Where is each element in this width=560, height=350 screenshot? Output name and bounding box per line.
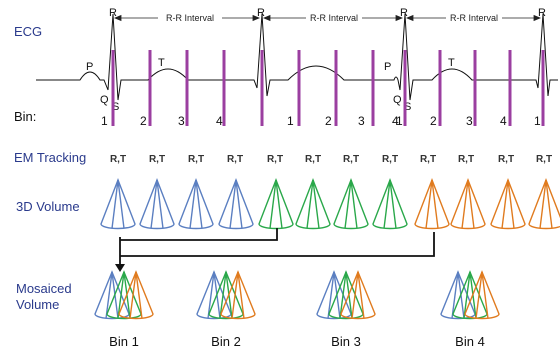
mosaic-cone-orange [464,270,500,320]
ecg-label: ECG [14,24,42,39]
bin-number: 1 [396,114,403,128]
ecg-t-label-3: T [448,57,455,69]
volume-cone [372,178,408,230]
mosaic-cone-green [106,270,142,320]
rt-tag: R,T [536,154,552,165]
volume-cone [414,178,450,230]
volume-cones [100,178,560,230]
interval-label-1: R-R Interval [166,13,214,23]
mosaic-cone-orange [118,270,154,320]
bin-number: 2 [430,114,437,128]
bin-number: 3 [466,114,473,128]
volume-cone [528,178,560,230]
mosaic-bin-label-2: Bin 2 [211,334,241,349]
mosaic-bin-1 [94,270,154,320]
em-tracking-label: EM Tracking [14,150,86,165]
rt-tag: R,T [498,154,514,165]
bin-label: Bin: [14,109,36,124]
volume-cone [178,178,214,230]
interval-label-bg-1 [158,12,222,24]
rt-tag: R,T [305,154,321,165]
ecg-q-label-1: Q [100,94,109,106]
bin-number: 4 [216,114,223,128]
mosaic-bin-label-3: Bin 3 [331,334,361,349]
mosaic-cone-blue [196,270,232,320]
mosaic-label-line1: Mosaiced [16,281,72,296]
rt-tag: R,T [420,154,436,165]
rt-tag: R,T [110,154,126,165]
rt-tag: R,T [188,154,204,165]
mosaic-cone-orange [340,270,376,320]
bin-number: 3 [178,114,185,128]
ecg-trace [36,13,558,101]
mosaic-cone-green [328,270,364,320]
interval-label-bg-2 [306,12,362,24]
ecg-p-label-3: P [384,61,391,73]
volume-cone [139,178,175,230]
interval-label-3: R-R Interval [450,13,498,23]
ecg-s-label-1: S [112,101,119,113]
connector-arrows [119,228,435,268]
bin-number: 3 [358,114,365,128]
ecg-t-label-1: T [158,57,165,69]
volume-cone [100,178,136,230]
bin-number: 4 [500,114,507,128]
ecg-r-label-4: R [538,7,546,19]
connector-arrowhead [115,264,125,272]
mosaic-bin-label-4: Bin 4 [455,334,485,349]
bin-number: 1 [101,114,108,128]
bin-numbers: 1 2 3 4 1 2 3 41 2 3 4 1 [101,114,541,128]
volume-cone [450,178,486,230]
rt-tag: R,T [458,154,474,165]
mosaic-bin-3 [316,270,376,320]
interval-label-2: R-R Interval [310,13,358,23]
mosaic-bin-2 [196,270,256,320]
ecg-r-label-1: R [109,7,117,19]
interval-label-bg-3 [446,12,502,24]
volume-cone [258,178,294,230]
ecg-p-label-1: P [86,61,93,73]
mosaic-cone-green [452,270,488,320]
mosaic-bin-4 [440,270,500,320]
ecg-r-label-3: R [400,7,408,19]
bin-number: 1 [287,114,294,128]
rt-tag: R,T [227,154,243,165]
volume-cone [295,178,331,230]
bin-number: 1 [534,114,541,128]
rt-tag: R,T [267,154,283,165]
mosaic-cone-green [208,270,244,320]
mosaic-groups [94,270,500,320]
volume-label: 3D Volume [16,199,80,214]
rt-tag: R,T [149,154,165,165]
bin-number: 2 [140,114,147,128]
volume-cone [333,178,369,230]
bin-number: 2 [325,114,332,128]
mosaic-cone-orange [220,270,256,320]
ecg-q-label-3: Q [393,94,402,106]
mosaic-cone-blue [316,270,352,320]
bin-number: 4 [392,114,399,128]
rt-tag: R,T [382,154,398,165]
rt-tags: R,T R,T R,T R,T R,T R,T R,T R,T R,T R,T R,T R,T [110,154,552,165]
mosaic-cone-blue [94,270,130,320]
mosaic-cone-blue [440,270,476,320]
volume-cone [490,178,526,230]
ecg-r-label-2: R [257,7,265,19]
mosaic-bin-label-1: Bin 1 [109,334,139,349]
ecg-s-label-3: S [404,101,411,113]
bin-markers [111,50,545,126]
volume-cone [218,178,254,230]
mosaic-label-line2: Volume [16,297,59,312]
rt-tag: R,T [343,154,359,165]
